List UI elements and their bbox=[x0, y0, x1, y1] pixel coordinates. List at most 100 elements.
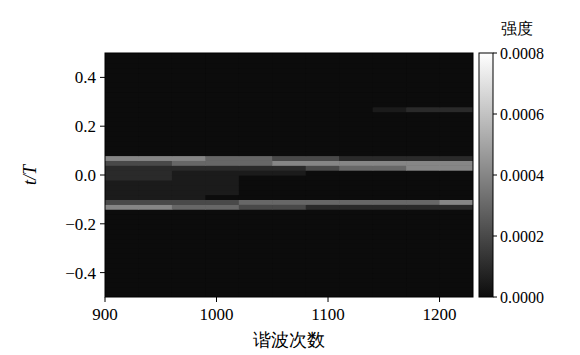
heat-cell bbox=[205, 234, 239, 239]
heat-cell bbox=[205, 273, 239, 278]
heat-cell bbox=[138, 292, 172, 297]
heat-cell bbox=[205, 224, 239, 229]
heat-cell bbox=[138, 102, 172, 107]
heat-cell bbox=[306, 224, 340, 229]
heat-cell bbox=[205, 102, 239, 107]
heat-cell bbox=[205, 92, 239, 97]
heat-cell bbox=[138, 112, 172, 117]
heat-cell bbox=[239, 63, 273, 68]
plot-background bbox=[105, 53, 473, 297]
heat-cell bbox=[239, 268, 273, 273]
heat-cell bbox=[373, 82, 407, 87]
heat-cell bbox=[105, 243, 139, 248]
heat-cell bbox=[272, 58, 306, 63]
heat-cell bbox=[306, 136, 340, 141]
heat-cell bbox=[272, 268, 306, 273]
heat-cell bbox=[306, 87, 340, 92]
heat-cell bbox=[440, 141, 473, 146]
heat-cell bbox=[440, 97, 473, 102]
heat-cell bbox=[172, 229, 206, 234]
heat-cell bbox=[239, 292, 273, 297]
heat-cell bbox=[105, 263, 139, 268]
heat-cell bbox=[339, 170, 373, 175]
heat-cell bbox=[239, 116, 273, 121]
heat-cell bbox=[373, 112, 407, 117]
heat-cell bbox=[105, 77, 139, 82]
heat-cell bbox=[172, 136, 206, 141]
x-tick bbox=[216, 297, 217, 302]
heat-cell bbox=[406, 160, 440, 165]
heat-cell bbox=[205, 141, 239, 146]
heat-cell bbox=[172, 175, 206, 180]
heat-cell bbox=[272, 97, 306, 102]
heat-cell bbox=[339, 273, 373, 278]
heat-cell bbox=[373, 258, 407, 263]
heat-cell bbox=[105, 73, 139, 78]
heat-cell bbox=[373, 253, 407, 258]
heat-cell bbox=[105, 58, 139, 63]
heat-cell bbox=[138, 58, 172, 63]
heat-cell bbox=[272, 53, 306, 58]
heat-cell bbox=[205, 68, 239, 73]
heat-cell bbox=[272, 146, 306, 151]
heat-cell bbox=[205, 136, 239, 141]
heat-cell bbox=[172, 170, 206, 175]
heat-cell bbox=[272, 155, 306, 160]
heat-cell bbox=[406, 92, 440, 97]
heat-cell bbox=[105, 258, 139, 263]
heat-cell bbox=[272, 170, 306, 175]
heat-cell bbox=[172, 234, 206, 239]
heat-cell bbox=[138, 165, 172, 170]
heat-cell bbox=[172, 224, 206, 229]
heat-cell bbox=[272, 68, 306, 73]
colorbar-tick bbox=[493, 53, 497, 54]
heat-cell bbox=[306, 277, 340, 282]
heat-cell bbox=[239, 229, 273, 234]
heat-cell bbox=[138, 248, 172, 253]
heat-cell bbox=[105, 136, 139, 141]
heat-cell bbox=[172, 268, 206, 273]
heat-cell bbox=[406, 175, 440, 180]
heat-cell bbox=[339, 73, 373, 78]
heat-cell bbox=[440, 112, 473, 117]
heat-cell bbox=[272, 229, 306, 234]
heat-cell bbox=[406, 224, 440, 229]
heat-cell bbox=[272, 190, 306, 195]
heat-cell bbox=[172, 82, 206, 87]
heat-cell bbox=[306, 112, 340, 117]
heat-cell bbox=[306, 282, 340, 287]
heat-cell bbox=[339, 102, 373, 107]
heat-cell bbox=[272, 273, 306, 278]
heat-cell bbox=[272, 175, 306, 180]
heat-cell bbox=[406, 82, 440, 87]
heat-cell bbox=[138, 146, 172, 151]
heat-cell bbox=[373, 199, 407, 204]
heat-cell bbox=[440, 116, 473, 121]
heat-cell bbox=[138, 224, 172, 229]
heat-cell bbox=[272, 165, 306, 170]
x-tick bbox=[439, 297, 440, 302]
y-tick-label: −0.4 bbox=[65, 264, 96, 283]
heat-cell bbox=[105, 248, 139, 253]
heat-cell bbox=[272, 243, 306, 248]
heat-cell bbox=[172, 209, 206, 214]
heat-cell bbox=[373, 121, 407, 126]
heat-cell bbox=[440, 68, 473, 73]
heat-cell bbox=[406, 238, 440, 243]
heat-cell bbox=[339, 107, 373, 112]
heat-cell bbox=[239, 214, 273, 219]
heat-cell bbox=[105, 199, 139, 204]
heat-cell bbox=[373, 209, 407, 214]
heat-cell bbox=[339, 87, 373, 92]
heat-cell bbox=[272, 238, 306, 243]
heat-cell bbox=[440, 224, 473, 229]
heat-cell bbox=[105, 282, 139, 287]
heat-cell bbox=[306, 199, 340, 204]
heat-cell bbox=[172, 116, 206, 121]
heat-cell bbox=[239, 195, 273, 200]
heat-cell bbox=[138, 258, 172, 263]
heat-cell bbox=[205, 126, 239, 131]
heat-cell bbox=[339, 136, 373, 141]
heat-cell bbox=[239, 68, 273, 73]
heat-cell bbox=[440, 107, 473, 112]
